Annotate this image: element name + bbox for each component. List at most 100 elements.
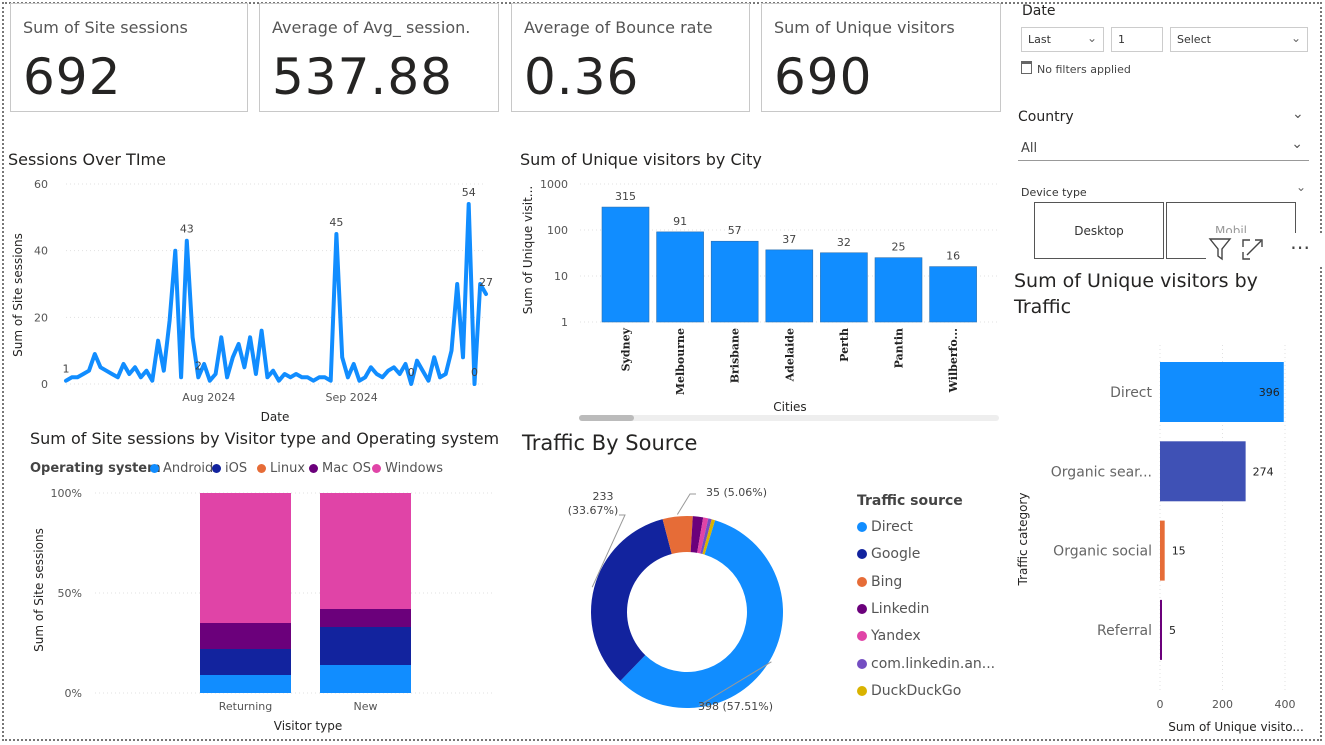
city-bar: [929, 266, 977, 323]
donut-slice: [591, 519, 672, 681]
legend-label: Android: [163, 461, 214, 476]
city-bar: [656, 231, 704, 323]
data-label: 274: [1253, 465, 1274, 478]
legend-label: Google: [871, 546, 921, 563]
legend-label: DuckDuckGo: [871, 682, 962, 699]
os-legend-item-linux[interactable]: Linux: [257, 461, 305, 476]
traffic-legend-title: Traffic source: [857, 493, 963, 509]
traffic-bar: [1160, 441, 1246, 502]
data-label: 27: [479, 276, 493, 289]
legend-label: Bing: [871, 573, 903, 590]
traffic-legend-item[interactable]: DuckDuckGo: [857, 683, 961, 699]
data-label: 32: [837, 236, 851, 249]
stack-segment: [200, 493, 291, 623]
data-label: 233: [593, 490, 614, 503]
traffic-bar: [1160, 362, 1284, 422]
date-period-value: Last: [1028, 33, 1051, 46]
line-xlabel: Date: [261, 410, 290, 424]
data-label: (33.67%): [568, 504, 619, 517]
traffic-hbar-chart[interactable]: 0 200 400 Traffic category Sum of Unique v…: [1010, 325, 1322, 740]
kpi-card-avg-session[interactable]: Average of Avg_ session... 537.88: [259, 3, 499, 112]
traffic-legend-item[interactable]: Bing: [857, 574, 902, 590]
kpi-card-bounce-rate[interactable]: Average of Bounce rate 0.36: [511, 3, 750, 112]
os-legend-item-mac-os[interactable]: Mac OS: [309, 461, 371, 476]
city-bar: [710, 240, 759, 323]
traffic-legend-item[interactable]: Google: [857, 546, 920, 562]
city-bar-chart[interactable]: 1 10 100 1000 Sum of Unique visit... Cities…: [510, 170, 1005, 425]
y-tick-label: Organic sear...: [1051, 464, 1152, 480]
more-options-icon[interactable]: ⋯: [1290, 235, 1310, 259]
legend-dot: [857, 576, 867, 587]
x-tick-label: Brisbane: [729, 328, 742, 383]
os-legend-item-windows[interactable]: Windows: [372, 461, 443, 476]
y-tick-label: 10: [554, 270, 568, 283]
x-tick-label: 0: [1157, 698, 1164, 711]
stack-bars: Returning New: [200, 493, 411, 713]
horizontal-scrollbar-track[interactable]: [579, 415, 999, 421]
os-legend-item-android[interactable]: Android: [150, 461, 213, 476]
traffic-source-donut[interactable]: 398 (57.51%) 233(33.67%) 35 (5.06%): [540, 470, 840, 730]
date-count-input[interactable]: 1: [1111, 27, 1163, 52]
line-ylabel: Sum of Site sessions: [11, 233, 25, 357]
chevron-down-icon: ⌄: [1086, 31, 1097, 45]
date-unit-dropdown[interactable]: Select ⌄: [1170, 27, 1308, 52]
date-count-value: 1: [1118, 33, 1125, 46]
device-button-desktop[interactable]: Desktop: [1034, 202, 1164, 259]
city-bar: [874, 257, 923, 323]
traffic-legend-item[interactable]: Yandex: [857, 628, 921, 644]
data-label: 15: [1172, 545, 1186, 558]
horizontal-scrollbar-thumb[interactable]: [579, 415, 634, 421]
traffic-legend-item[interactable]: com.linkedin.an...: [857, 656, 995, 672]
x-tick-label: Melbourne: [674, 328, 687, 395]
stack-segment: [320, 665, 411, 693]
visual-header-icons: [1208, 238, 1263, 261]
city-bars: 315 Sydney 91 Melbourne 57 Brisbane 37 Adelaide…: [601, 190, 977, 395]
hbar-bars: Direct 396 Organic sear... 274 Organic socia…: [1051, 362, 1284, 660]
focus-mode-icon[interactable]: [1242, 239, 1263, 260]
city-bar: [601, 206, 650, 323]
y-tick-label: 1: [561, 316, 568, 329]
legend-label: iOS: [225, 461, 248, 476]
x-tick-label: Aug 2024: [182, 391, 235, 404]
hbar-ylabel: Traffic category: [1016, 493, 1030, 587]
y-tick-label: 50%: [58, 587, 82, 600]
visual-header-toolbar: ⋯: [1206, 233, 1323, 267]
y-tick-label: 1000: [540, 178, 568, 191]
kpi-card-site-sessions[interactable]: Sum of Site sessions 692: [10, 3, 248, 112]
date-slicer-title: Date: [1022, 3, 1056, 19]
date-period-dropdown[interactable]: Last ⌄: [1021, 27, 1104, 52]
chevron-down-icon[interactable]: ⌄: [1296, 180, 1307, 194]
traffic-legend-item[interactable]: Linkedin: [857, 601, 929, 617]
chart-title-visitor-os: Sum of Site sessions by Visitor type and…: [30, 429, 500, 448]
kpi-card-unique-visitors[interactable]: Sum of Unique visitors 690: [761, 3, 1001, 112]
legend-label: Mac OS: [322, 461, 371, 476]
kpi-label: Sum of Unique visitors: [774, 18, 955, 37]
y-tick-label: 100%: [51, 487, 82, 500]
y-tick-label: Organic social: [1053, 544, 1152, 560]
filter-icon[interactable]: [1208, 238, 1232, 261]
os-legend-item-ios[interactable]: iOS: [212, 461, 247, 476]
data-label: 2: [195, 359, 202, 372]
chevron-down-icon[interactable]: ⌄: [1292, 106, 1304, 122]
kpi-value: 690: [774, 48, 873, 106]
data-label: 16: [946, 250, 960, 263]
y-tick-label: Referral: [1097, 623, 1152, 639]
visitor-os-stacked-chart[interactable]: 0% 50% 100% Sum of Site sessions Visitor t…: [20, 480, 500, 740]
country-value: All: [1021, 141, 1038, 156]
city-ylabel: Sum of Unique visit...: [521, 186, 535, 314]
kpi-value: 537.88: [272, 48, 453, 106]
traffic-legend-item[interactable]: Direct: [857, 519, 913, 535]
x-tick-label: 200: [1212, 698, 1233, 711]
x-tick-label: Returning: [219, 700, 273, 713]
country-dropdown[interactable]: All ⌄: [1018, 136, 1309, 161]
stack-segment: [320, 609, 411, 627]
country-slicer-title: Country: [1018, 109, 1074, 125]
calendar-icon: [1021, 61, 1032, 74]
city-bar: [765, 249, 814, 323]
chart-title-sessions-over-time: Sessions Over TIme: [8, 150, 166, 169]
os-legend: Operating system Android iOS Linux Mac OS Wi…: [30, 461, 500, 479]
legend-dot: [857, 658, 867, 669]
data-label: 37: [782, 233, 796, 246]
leader-line: [698, 661, 772, 706]
